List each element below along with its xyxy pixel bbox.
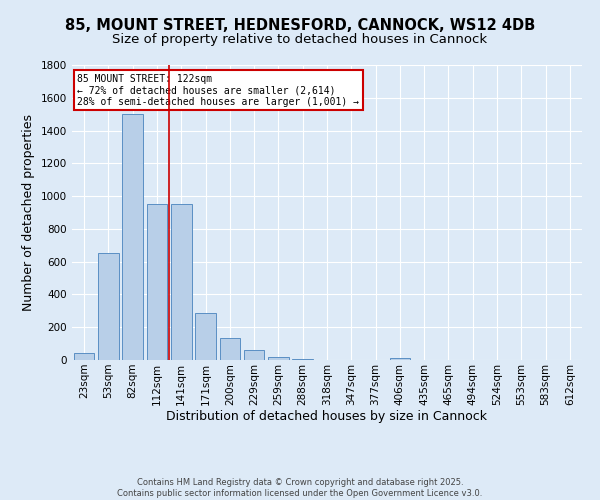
Y-axis label: Number of detached properties: Number of detached properties (22, 114, 35, 311)
Bar (122, 114, 143, 360)
Bar (220, 338, 240, 360)
X-axis label: Distribution of detached houses by size in Cannock: Distribution of detached houses by size … (167, 410, 487, 424)
Bar (146, 204, 167, 360)
Text: 85 MOUNT STREET: 122sqm
← 72% of detached houses are smaller (2,614)
28% of semi: 85 MOUNT STREET: 122sqm ← 72% of detache… (77, 74, 359, 107)
Bar (195, 314, 216, 360)
Text: 85, MOUNT STREET, HEDNESFORD, CANNOCK, WS12 4DB: 85, MOUNT STREET, HEDNESFORD, CANNOCK, W… (65, 18, 535, 32)
Bar (389, 358, 410, 360)
Bar (171, 204, 191, 360)
Bar (244, 350, 265, 360)
Bar (74, 352, 94, 360)
Text: Size of property relative to detached houses in Cannock: Size of property relative to detached ho… (112, 32, 488, 46)
Bar (98, 254, 119, 360)
Bar (292, 358, 313, 360)
Text: Contains HM Land Registry data © Crown copyright and database right 2025.
Contai: Contains HM Land Registry data © Crown c… (118, 478, 482, 498)
Bar (268, 356, 289, 360)
